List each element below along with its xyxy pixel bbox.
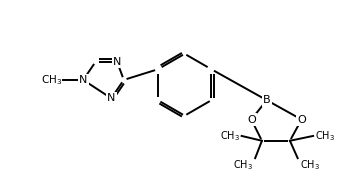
Text: CH$_3$: CH$_3$	[299, 158, 320, 172]
Text: O: O	[247, 114, 256, 125]
Text: O: O	[297, 114, 306, 125]
Text: N: N	[79, 75, 87, 85]
Text: CH$_3$: CH$_3$	[315, 129, 335, 143]
Text: CH$_3$: CH$_3$	[41, 73, 62, 87]
Text: N: N	[113, 57, 121, 66]
Text: CH$_3$: CH$_3$	[220, 129, 240, 143]
Text: N: N	[107, 93, 116, 103]
Text: CH$_3$: CH$_3$	[233, 158, 253, 172]
Text: B: B	[263, 95, 270, 105]
